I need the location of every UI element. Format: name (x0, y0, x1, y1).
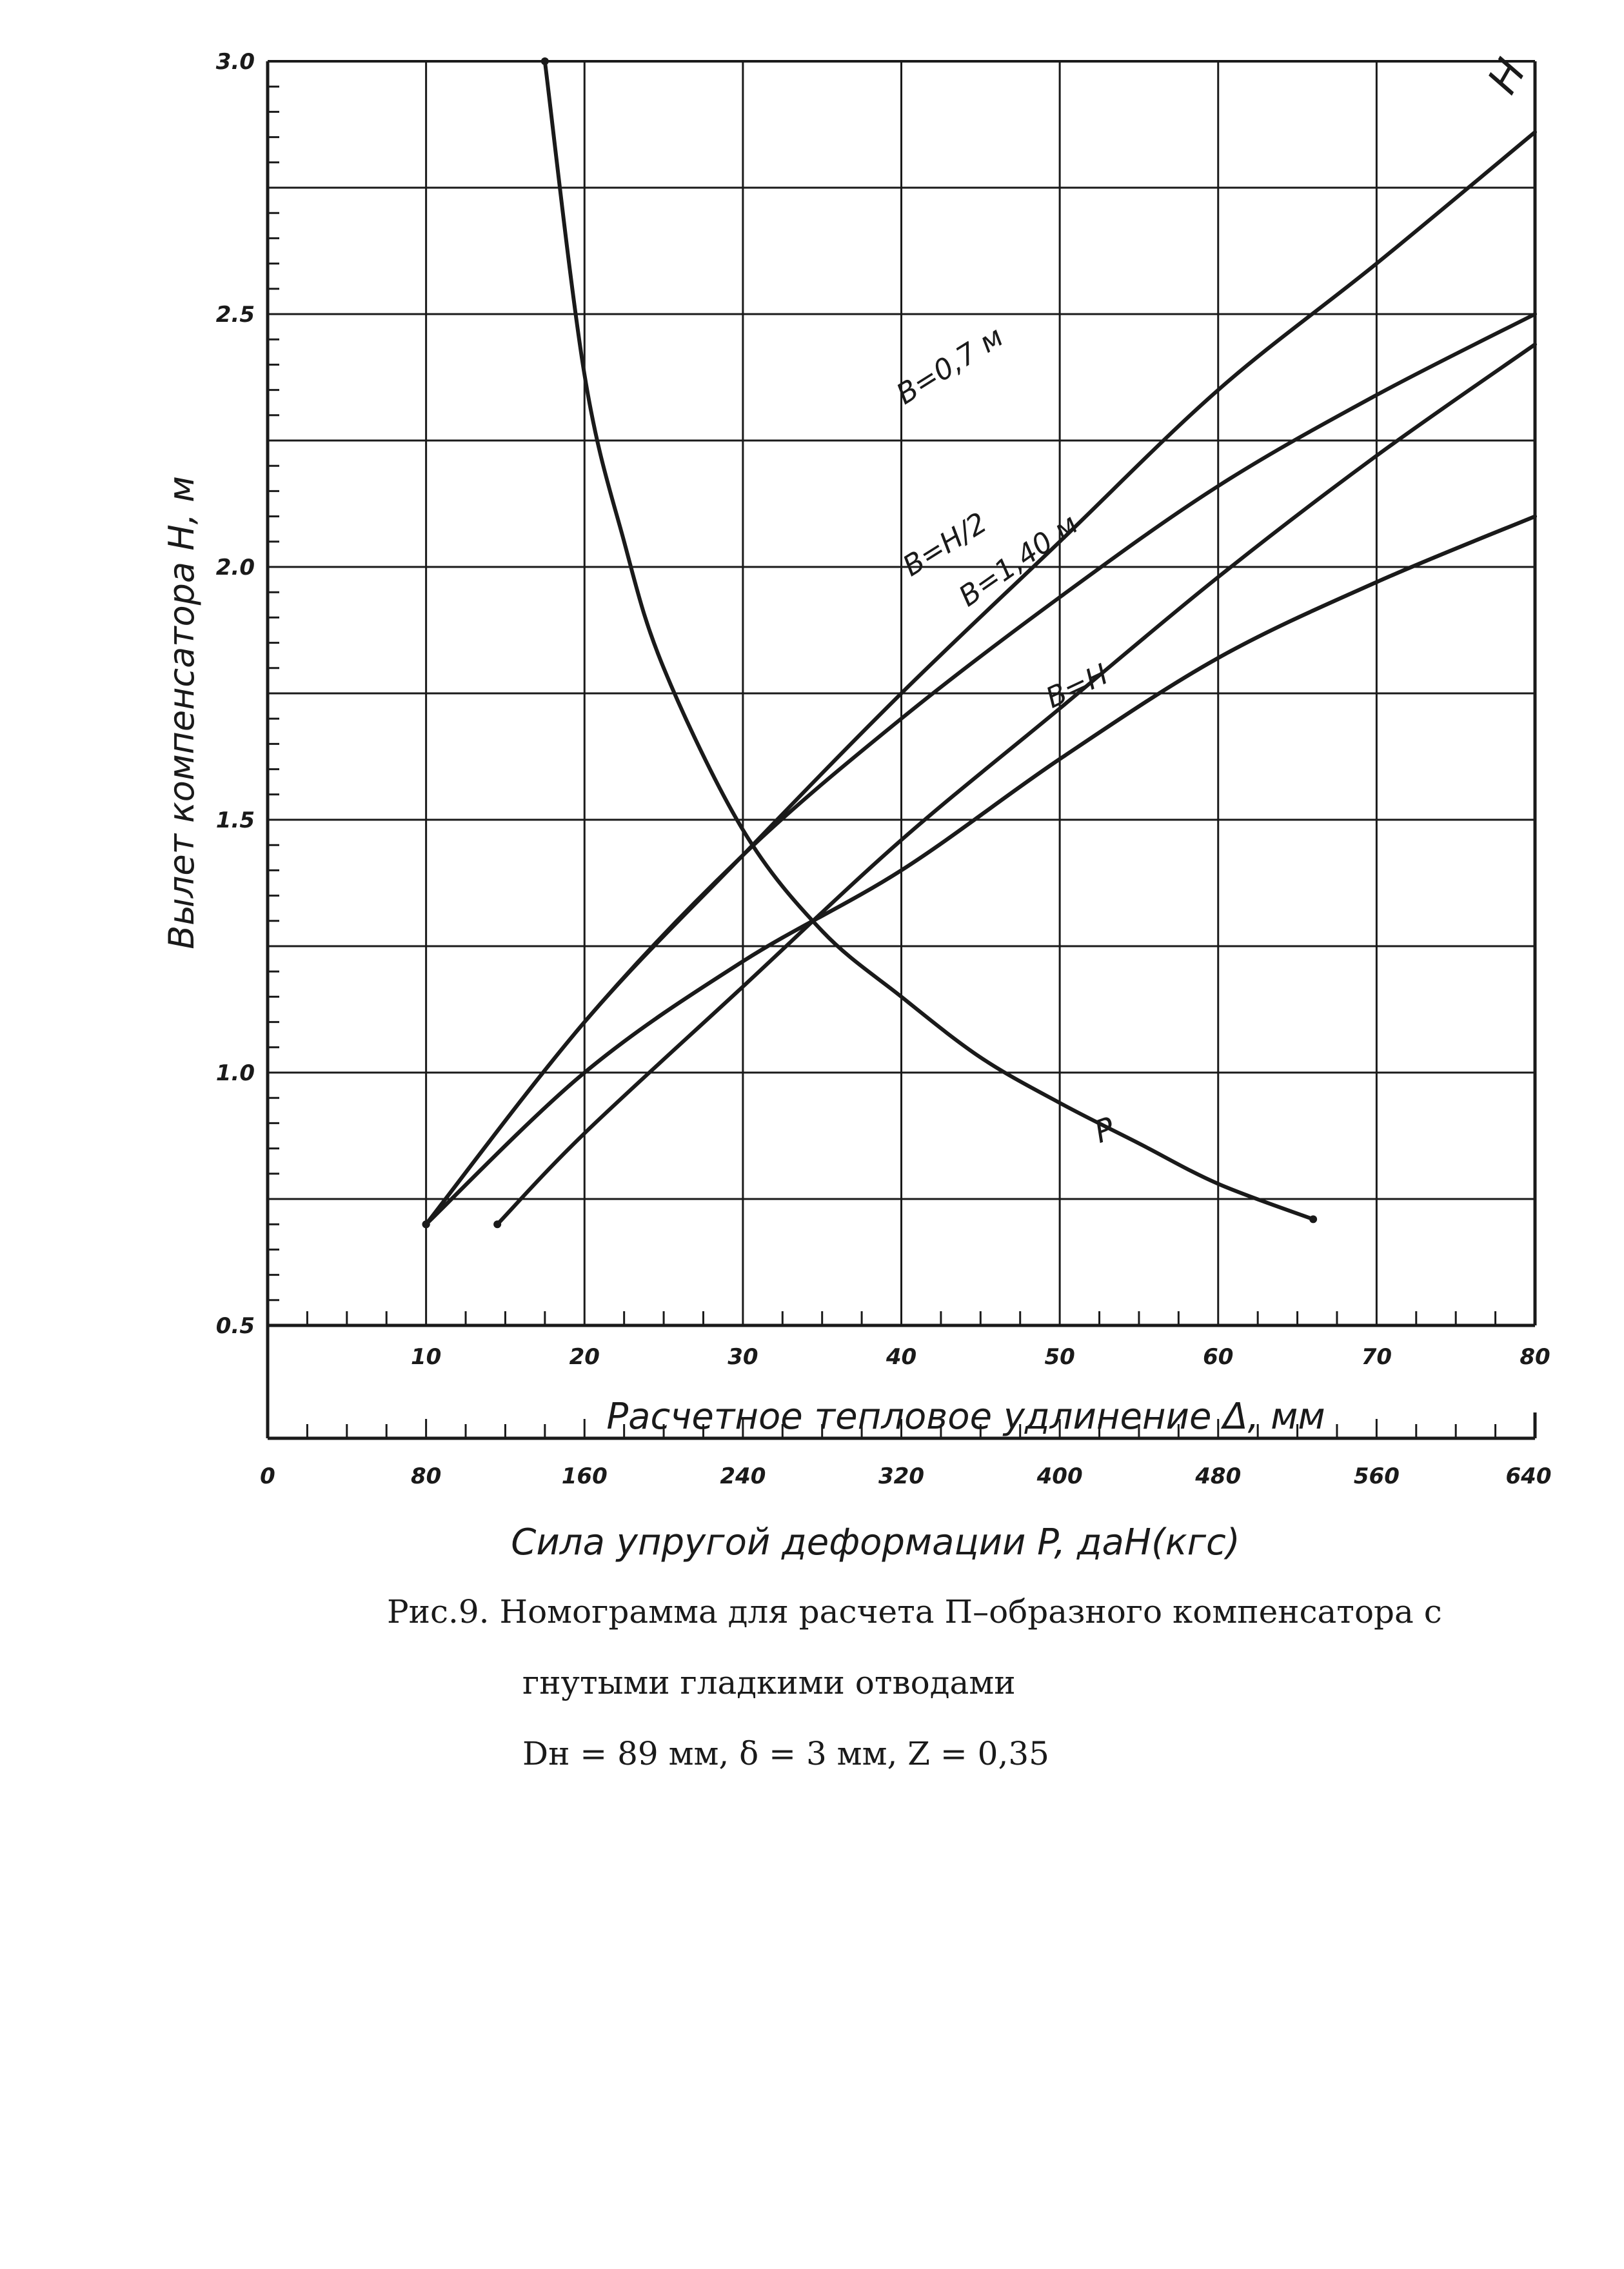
x2-tick-label: 0 (260, 1463, 275, 1489)
y-tick-label: 3.0 (216, 49, 255, 75)
series-endpoint (493, 1220, 502, 1229)
x-tick-label: 20 (569, 1344, 600, 1370)
series-line-5 (542, 59, 1316, 1222)
series-endpoint (422, 1220, 430, 1229)
chart-axes: 0.5 1.0 1.5 2.0 2.5 3.0 10 20 30 40 50 60 70 80 0 80 160… (216, 49, 1552, 1489)
figure-caption-line-2: гнутыми гладкими отводами (522, 1664, 1016, 1701)
figure-caption-line-3: Dн = 89 мм, δ = 3 мм, Z = 0,35 (522, 1735, 1049, 1772)
curve-label-4: B=H (1041, 658, 1113, 715)
x-tick-label: 10 (411, 1344, 441, 1370)
series-line-3 (495, 342, 1537, 1227)
series-line-4 (424, 514, 1537, 1227)
x-tick-label: 40 (886, 1344, 916, 1370)
series-endpoint (1309, 1215, 1318, 1224)
x-tick-label: 60 (1203, 1344, 1233, 1370)
y-tick-label: 0.5 (216, 1313, 255, 1339)
x-tick-label: 30 (728, 1344, 758, 1370)
figure-caption-line-1: Рис.9. Номограмма для расчета П–образног… (387, 1593, 1442, 1630)
y-tick-label: 2.5 (216, 302, 255, 328)
y-tick-label: 2.0 (216, 555, 255, 580)
curve-label-0: H (1479, 51, 1536, 102)
x2-tick-label: 400 (1036, 1463, 1083, 1489)
x2-tick-label: 240 (720, 1463, 766, 1489)
x2-tick-label: 640 (1506, 1463, 1552, 1489)
x2-tick-label: 160 (562, 1463, 608, 1489)
x2-tick-label: 80 (411, 1463, 441, 1489)
y-axis-title: Вылет компенсатора H, м (161, 476, 202, 949)
chart-series (422, 57, 1537, 1229)
series-endpoint (540, 57, 549, 65)
series-line-0 (424, 130, 1537, 1227)
x-tick-label: 70 (1362, 1344, 1392, 1370)
y-tick-label: 1.0 (216, 1060, 255, 1086)
x2-tick-label: 480 (1194, 1463, 1241, 1489)
series-line-2 (424, 312, 1537, 1227)
x-axis-title: Расчетное тепловое удлинение Δ, мм (606, 1396, 1325, 1438)
x-tick-label: 50 (1044, 1344, 1074, 1370)
y-tick-label: 1.5 (216, 808, 255, 833)
x2-tick-label: 560 (1354, 1463, 1400, 1489)
x-tick-label: 80 (1520, 1344, 1550, 1370)
x2-tick-label: 320 (878, 1463, 924, 1489)
series-line-1 (424, 514, 1537, 1227)
x2-axis-title: Сила упругой деформации P, даН(кгс) (511, 1521, 1240, 1563)
chart-labels: Вылет компенсатора H, м Расчетное теплово… (161, 51, 1536, 1563)
curve-label-1: B=0,7 м (891, 321, 1009, 411)
nomogram-chart: 0.5 1.0 1.5 2.0 2.5 3.0 10 20 30 40 50 60 70 80 0 80 160… (161, 49, 1552, 1563)
